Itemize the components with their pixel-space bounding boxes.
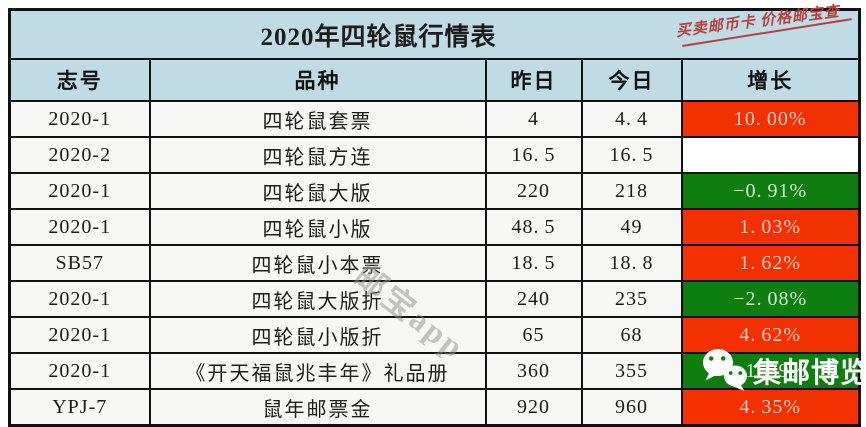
cell-yesterday: 360 <box>484 352 583 390</box>
cell-catalog-no: 2020-1 <box>8 208 151 246</box>
cell-today: 49 <box>580 208 683 246</box>
cell-today: 355 <box>580 352 683 390</box>
cell-variety: 《开天福鼠兆丰年》礼品册 <box>148 352 487 390</box>
cell-variety: 鼠年邮票金 <box>148 388 487 427</box>
page-title: 2020年四轮鼠行情表 <box>8 8 861 60</box>
cell-today: 68 <box>580 316 683 354</box>
table-body: 2020-1 四轮鼠套票 4 4. 4 10. 00% 2020-2 四轮鼠方连… <box>8 100 861 427</box>
cell-variety: 四轮鼠小版 <box>148 208 487 246</box>
cell-yesterday: 920 <box>484 388 583 427</box>
cell-yesterday: 48. 5 <box>484 208 583 246</box>
cell-today: 18. 8 <box>580 244 683 282</box>
cell-catalog-no: SB57 <box>8 244 151 282</box>
cell-yesterday: 65 <box>484 316 583 354</box>
col-header-catalog-no: 志号 <box>8 58 151 102</box>
col-header-today: 今日 <box>580 58 683 102</box>
cell-catalog-no: 2020-1 <box>8 316 151 354</box>
cell-growth: −0. 91% <box>680 172 861 210</box>
title-band: 2020年四轮鼠行情表 <box>8 8 861 60</box>
col-header-yesterday: 昨日 <box>484 58 583 102</box>
cell-catalog-no: 2020-1 <box>8 280 151 318</box>
table-row: 2020-1 四轮鼠大版折 240 235 −2. 08% <box>8 280 861 318</box>
cell-growth: 1. 03% <box>680 208 861 246</box>
table-row: 2020-1 四轮鼠大版 220 218 −0. 91% <box>8 172 861 210</box>
cell-catalog-no: 2020-1 <box>8 172 151 210</box>
cell-growth: 4. 62% <box>680 316 861 354</box>
cell-growth: −2. 08% <box>680 280 861 318</box>
cell-growth: 4. 35% <box>680 388 861 427</box>
header-row: 志号 品种 昨日 今日 增长 <box>8 58 861 102</box>
table-row: 2020-2 四轮鼠方连 16. 5 16. 5 <box>8 136 861 174</box>
cell-catalog-no: 2020-2 <box>8 136 151 174</box>
price-table: 2020年四轮鼠行情表 志号 品种 昨日 今日 增长 2020-1 四轮鼠套票 … <box>8 8 861 427</box>
cell-growth: 10. 00% <box>680 100 861 138</box>
col-header-variety: 品种 <box>148 58 487 102</box>
table-row: SB57 四轮鼠小本票 18. 5 18. 8 1. 62% <box>8 244 861 282</box>
col-header-growth: 增长 <box>680 58 861 102</box>
table-row: 2020-1 四轮鼠套票 4 4. 4 10. 00% <box>8 100 861 138</box>
cell-growth: 1. 62% <box>680 244 861 282</box>
cell-yesterday: 240 <box>484 280 583 318</box>
cell-catalog-no: 2020-1 <box>8 352 151 390</box>
cell-yesterday: 16. 5 <box>484 136 583 174</box>
cell-variety: 四轮鼠小版折 <box>148 316 487 354</box>
price-table-image: 2020年四轮鼠行情表 志号 品种 昨日 今日 增长 2020-1 四轮鼠套票 … <box>8 3 861 427</box>
table-row: 2020-1 《开天福鼠兆丰年》礼品册 360 355 −1. 39% <box>8 352 861 390</box>
table-row: 2020-1 四轮鼠小版 48. 5 49 1. 03% <box>8 208 861 246</box>
cell-today: 235 <box>580 280 683 318</box>
table-row: 2020-1 四轮鼠小版折 65 68 4. 62% <box>8 316 861 354</box>
cell-yesterday: 18. 5 <box>484 244 583 282</box>
cell-variety: 四轮鼠方连 <box>148 136 487 174</box>
cell-catalog-no: 2020-1 <box>8 100 151 138</box>
cell-catalog-no: YPJ-7 <box>8 388 151 427</box>
cell-today: 4. 4 <box>580 100 683 138</box>
cell-today: 218 <box>580 172 683 210</box>
table-row: YPJ-7 鼠年邮票金 920 960 4. 35% <box>8 388 861 427</box>
cell-today: 16. 5 <box>580 136 683 174</box>
cell-growth: −1. 39% <box>680 352 861 390</box>
cell-variety: 四轮鼠大版折 <box>148 280 487 318</box>
cell-variety: 四轮鼠小本票 <box>148 244 487 282</box>
cell-variety: 四轮鼠大版 <box>148 172 487 210</box>
cell-today: 960 <box>580 388 683 427</box>
cell-yesterday: 220 <box>484 172 583 210</box>
cell-growth <box>680 136 861 174</box>
cell-variety: 四轮鼠套票 <box>148 100 487 138</box>
cell-yesterday: 4 <box>484 100 583 138</box>
